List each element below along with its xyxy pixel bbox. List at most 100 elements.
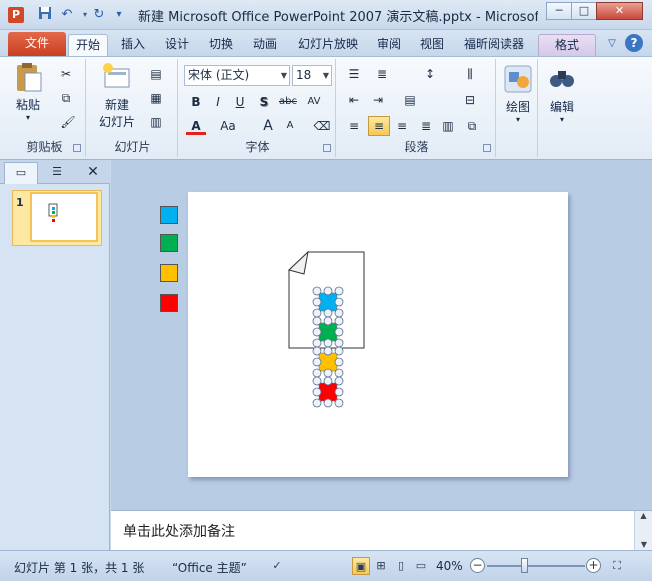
decrease-indent-icon[interactable]: ⇤ [348,93,360,107]
slide-thumbnail[interactable] [30,192,98,242]
selection-handle[interactable] [334,338,344,348]
tab-outline[interactable]: ☰ [52,165,62,178]
selection-handle[interactable] [323,286,333,296]
minimize-ribbon-icon[interactable]: ▽ [608,38,616,49]
align-left-icon[interactable]: ≡ [348,119,360,133]
tab-home[interactable]: 开始 [68,34,108,56]
selection-handle[interactable] [312,286,322,296]
tab-animations[interactable]: 动画 [252,37,277,51]
maximize-button[interactable]: □ [571,2,597,20]
scroll-up-icon[interactable]: ▲ [640,511,647,520]
tab-view[interactable]: 视图 [419,37,444,51]
zoom-slider-thumb[interactable] [520,558,528,573]
bold-button[interactable]: B [191,95,201,109]
selection-handle[interactable] [323,316,333,326]
align-center-icon[interactable]: ≡ [368,116,390,136]
grow-font-button[interactable]: A [263,118,273,134]
minimize-button[interactable]: ─ [546,2,572,20]
selection-handle[interactable] [323,308,333,318]
customize-quick-access-icon[interactable]: ▾ [116,9,122,20]
selection-handle[interactable] [334,286,344,296]
selection-handle[interactable] [312,376,322,386]
font-name-select[interactable]: 宋体 (正文) ▼ [184,65,290,86]
strikethrough-button[interactable]: abc [279,96,297,107]
tab-design[interactable]: 设计 [164,37,189,51]
clear-formatting-icon[interactable]: ⌫ [313,119,331,133]
colored-square-shape[interactable] [312,346,344,378]
pane-close-button[interactable]: ✕ [87,164,99,180]
tab-review[interactable]: 审阅 [376,37,401,51]
selection-handle[interactable] [334,376,344,386]
bullets-icon[interactable]: ☰ [348,67,360,81]
shadow-button[interactable]: S [259,95,269,109]
font-color-button[interactable]: A [186,117,206,135]
selection-handle[interactable] [334,327,344,337]
distributed-icon[interactable]: ▥ [442,119,454,133]
font-launcher-icon[interactable] [323,144,331,152]
reset-icon[interactable]: ▦ [150,91,162,105]
reading-view-icon[interactable]: ▯ [397,559,405,572]
format-painter-icon[interactable]: 🖌 [60,115,76,129]
selection-handle[interactable] [312,387,322,397]
selection-handle[interactable] [334,398,344,408]
align-right-icon[interactable]: ≡ [396,119,408,133]
square-fill[interactable] [318,292,338,312]
shrink-font-button[interactable]: A [286,120,294,131]
selection-handle[interactable] [323,346,333,356]
square-fill[interactable] [318,352,338,372]
color-swatch-green[interactable] [160,234,178,252]
save-icon[interactable] [36,6,54,24]
new-slide-button[interactable]: 新建 幻灯片 [94,61,140,130]
tab-foxit-reader[interactable]: 福昕阅读器 [463,37,524,51]
tab-transitions[interactable]: 切换 [208,37,233,51]
tab-slides-thumbnails[interactable]: ▭ [4,162,38,184]
powerpoint-app-icon[interactable]: P [8,7,24,23]
spelling-check-icon[interactable]: ✓ [272,559,282,572]
slide-canvas[interactable] [188,192,568,477]
zoom-out-button[interactable]: − [470,558,485,573]
selection-handle[interactable] [312,297,322,307]
clipboard-launcher-icon[interactable] [73,144,81,152]
redo-icon[interactable]: ↻ [93,7,105,22]
slideshow-view-icon[interactable]: ▭ [415,559,427,572]
font-size-select[interactable]: 18 ▼ [292,65,332,86]
selection-handle[interactable] [334,297,344,307]
colored-square-shape[interactable] [312,286,344,318]
help-icon[interactable]: ? [625,34,643,52]
align-text-icon[interactable]: ⊟ [464,93,476,107]
selection-handle[interactable] [312,398,322,408]
undo-dropdown-icon[interactable]: ▾ [82,10,87,19]
slide-sorter-view-icon[interactable]: ⊞ [376,559,386,572]
square-fill[interactable] [318,322,338,342]
character-spacing-button[interactable]: AV [307,96,321,107]
normal-view-icon[interactable]: ▣ [352,557,370,575]
tab-slideshow[interactable]: 幻灯片放映 [297,37,358,51]
zoom-level[interactable]: 40% [436,559,463,573]
columns-icon[interactable]: ⫼ [467,67,473,81]
fit-to-window-icon[interactable]: ⛶ [613,559,621,572]
colored-square-shape[interactable] [312,376,344,408]
tab-insert[interactable]: 插入 [120,37,145,51]
color-swatch-yellow[interactable] [160,264,178,282]
undo-icon[interactable]: ↶ [61,7,73,22]
paragraph-launcher-icon[interactable] [483,144,491,152]
colored-squares[interactable] [312,286,344,408]
italic-button[interactable]: I [216,95,220,109]
numbering-icon[interactable]: ≣ [376,67,388,81]
selection-handle[interactable] [312,368,322,378]
notes-pane[interactable]: 单击此处添加备注 ▲ ▼ [111,510,652,551]
close-button[interactable]: ✕ [596,2,643,20]
theme-status[interactable]: “Office 主题” [172,561,247,575]
scroll-down-icon[interactable]: ▼ [640,540,648,549]
selection-handle[interactable] [312,308,322,318]
cut-icon[interactable]: ✂ [60,67,72,81]
tab-format[interactable]: 格式 [538,34,596,56]
selection-handle[interactable] [334,387,344,397]
selection-handle[interactable] [323,368,333,378]
selection-handle[interactable] [334,357,344,367]
copy-icon[interactable]: ⧉ [61,91,71,105]
zoom-in-button[interactable]: + [586,558,601,573]
line-spacing-icon[interactable]: ↕ [424,67,436,81]
section-icon[interactable]: ▥ [150,115,162,129]
selection-handle[interactable] [312,327,322,337]
